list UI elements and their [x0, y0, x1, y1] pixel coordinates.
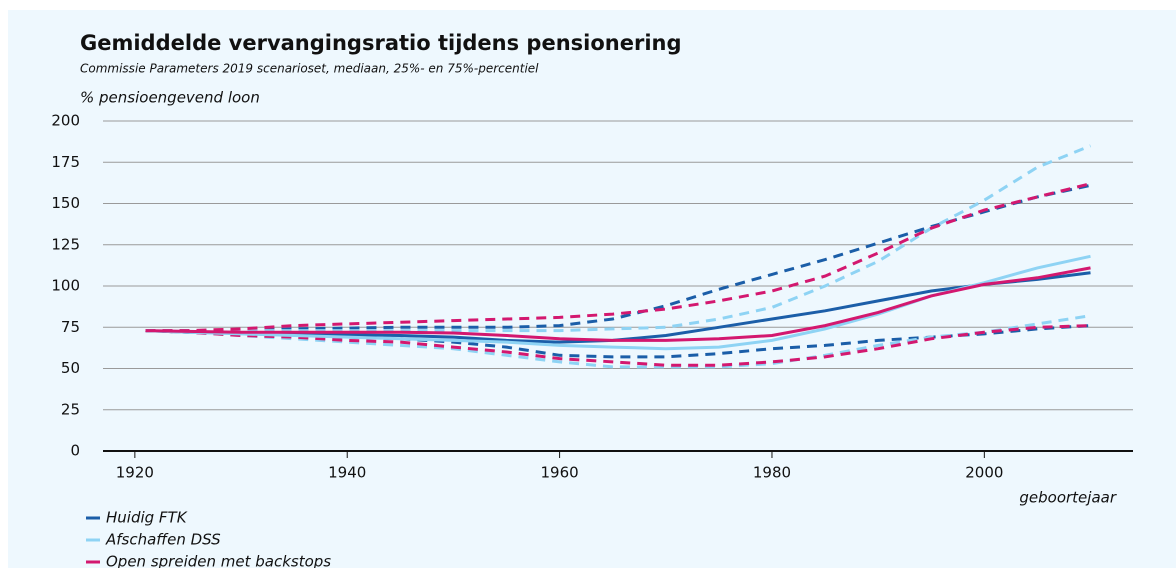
chart-subtitle: Commissie Parameters 2019 scenarioset, m…: [80, 62, 539, 76]
percentile-line: [145, 324, 1091, 367]
x-tick-label: 2000: [965, 464, 1003, 482]
x-tick-label: 1980: [753, 464, 791, 482]
legend-label: Huidig FTK: [106, 509, 188, 527]
percentile-line: [145, 182, 1091, 333]
y-tick-label: 25: [61, 400, 80, 418]
legend-label: Open spreiden met backstops: [106, 553, 331, 568]
y-tick-label: 150: [51, 194, 80, 212]
y-tick-label: 200: [51, 112, 80, 130]
chart-background: [8, 10, 1176, 568]
x-tick-label: 1960: [541, 464, 579, 482]
chart-title: Gemiddelde vervangingsratio tijdens pens…: [80, 31, 682, 55]
median-line: [145, 266, 1091, 342]
y-tick-label: 75: [61, 318, 80, 336]
y-tick-label: 175: [51, 153, 80, 171]
legend-label: Afschaffen DSS: [105, 531, 221, 549]
y-tick-label: 50: [61, 359, 80, 377]
y-tick-label: 100: [51, 277, 80, 295]
x-tick-label: 1920: [116, 464, 154, 482]
y-axis-label: % pensioengevend loon: [80, 89, 260, 107]
x-tick-label: 1940: [328, 464, 366, 482]
y-tick-label: 0: [70, 442, 80, 460]
x-axis-label: geboortejaar: [1019, 489, 1116, 507]
percentile-line: [145, 314, 1091, 369]
y-tick-label: 125: [51, 235, 80, 253]
